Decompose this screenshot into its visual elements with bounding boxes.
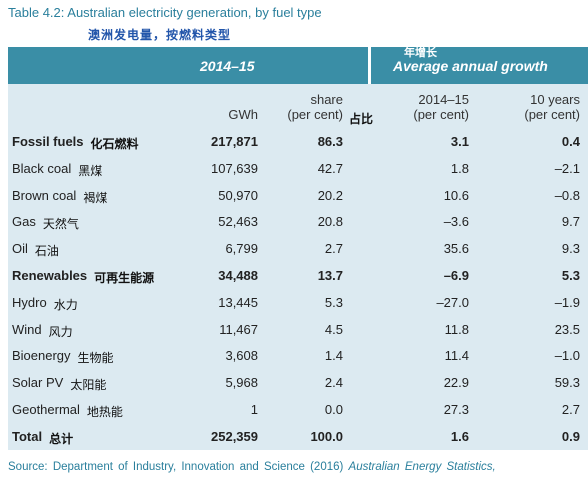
table-title: Table 4.2: Australian electricity genera… [8,5,322,20]
cell: 35.6 [443,241,469,257]
cell: 9.7 [561,214,580,230]
header-separator [368,47,371,84]
column-header: 2014–15 [418,92,469,107]
row-label-cn: 太阳能 [70,378,107,393]
cell: 13.7 [317,268,343,283]
cell: 1.6 [450,428,469,444]
row-label-cn: 可再生能源 [94,271,155,285]
column-header: (per cent) [524,107,580,122]
cell: 50,970 [218,187,258,203]
row-label: Total [12,428,43,444]
cell: –1.0 [554,348,580,364]
cell: –6.9 [443,268,469,283]
row-label: Fossil fuels [12,134,84,149]
cell: 3,608 [225,348,258,364]
cell: 3.1 [450,134,469,149]
cell: 107,639 [211,160,258,176]
cell: 5.3 [561,268,580,283]
column-header: 10 years [530,92,580,107]
column-header: (per cent) [413,107,469,122]
row-label-cn: 总计 [49,431,74,446]
row-label-cn: 天然气 [42,217,79,232]
column-header: GWh [228,107,258,122]
row-label: Oil [12,241,28,257]
cell: –0.8 [554,187,580,203]
cell: 2.7 [561,402,580,417]
cell: 0.0 [324,402,343,417]
subtitle: 澳洲发电量，按燃料类型 [88,28,232,42]
cell: 9.3 [561,241,580,257]
cell: 86.3 [317,134,343,149]
cell: 11,467 [219,321,258,337]
cell: 1 [250,402,258,417]
row-label-cn: 石油 [34,244,59,259]
row-label-cn: 水力 [53,297,78,312]
cell: –1.9 [554,294,580,310]
cell: –27.0 [436,294,469,310]
cell: 34,488 [218,268,258,283]
cell: 59.3 [554,375,580,391]
source-text: Source: Department of Industry, Innovati… [8,461,344,473]
cell: 6,799 [225,241,258,257]
cell: 20.2 [317,187,343,203]
cell: 252,359 [211,428,258,444]
cell: 217,871 [211,134,258,149]
row-label: Geothermal [12,402,80,417]
row-label: Gas [12,214,36,230]
row-label: Hydro [12,294,47,310]
row-label-cn: 化石燃料 [90,137,139,151]
row-label: Solar PV [12,375,64,391]
row-label: Renewables [12,268,88,283]
cell: 5.3 [324,294,343,310]
period-header: 2014–15 [200,58,255,74]
growth-header-cn: 年增长 [404,46,437,59]
cell: 1.8 [450,160,469,176]
cell: 2.7 [324,241,343,257]
row-label-cn: 生物能 [77,351,114,366]
cell: 10.6 [443,187,469,203]
cell: 22.9 [443,375,469,391]
cell: 23.5 [554,321,580,337]
cell: 4.5 [324,321,343,337]
cell: –2.1 [554,160,580,176]
cell: 2.4 [324,375,343,391]
growth-header: Average annual growth [393,58,548,74]
column-header: share [310,92,343,107]
source: Source: Department of Industry, Innovati… [8,461,496,473]
row-label-cn: 风力 [48,324,73,339]
cell: 0.9 [561,428,580,444]
row-label-cn: 褐煤 [83,190,108,205]
row-label: Brown coal [12,187,77,203]
cell: –3.6 [443,214,469,230]
row-label-cn: 黑煤 [78,163,103,178]
cell: 27.3 [443,402,469,417]
header-bar [8,47,588,84]
column-note: 占比 [349,112,374,126]
cell: 0.4 [561,134,580,149]
cell: 52,463 [218,214,258,230]
cell: 20.8 [317,214,343,230]
cell: 11.4 [444,348,469,364]
row-label: Black coal [12,160,72,176]
cell: 13,445 [218,294,258,310]
table-body [8,84,588,450]
row-label: Wind [12,321,42,337]
cell: 42.7 [317,160,343,176]
column-header: (per cent) [287,107,343,122]
source-italic: Australian Energy Statistics, [348,461,496,473]
cell: 5,968 [225,375,258,391]
cell: 11.8 [444,321,469,337]
row-label: Bioenergy [12,348,71,364]
row-label-cn: 地热能 [86,405,123,419]
cell: 1.4 [324,348,343,364]
cell: 100.0 [310,428,343,444]
